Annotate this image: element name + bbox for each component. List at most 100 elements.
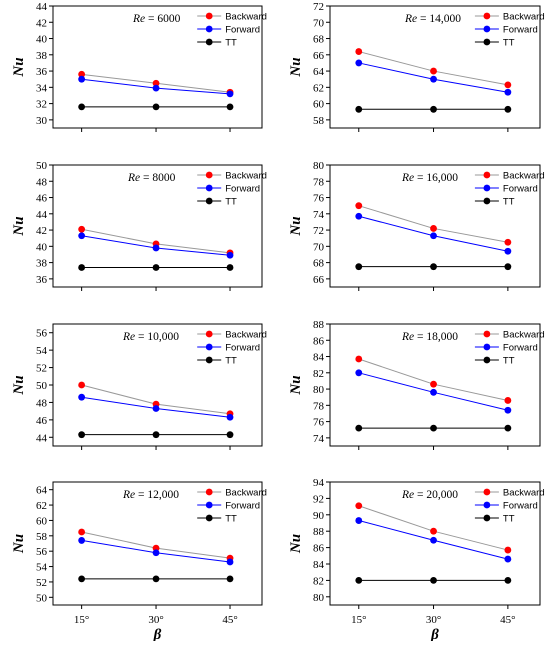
data-point-tt — [226, 264, 234, 271]
y-tick-label: 84 — [313, 352, 325, 364]
data-point-backward — [430, 225, 437, 232]
data-point-forward — [430, 388, 437, 396]
y-axis-title: Nu — [11, 216, 27, 236]
legend-marker-backward — [205, 171, 213, 179]
legend-label-tt: TT — [503, 356, 515, 367]
data-point-forward — [430, 75, 437, 83]
y-tick-label: 64 — [313, 66, 325, 78]
y-tick-label: 70 — [313, 17, 325, 29]
y-tick-label: 72 — [313, 225, 324, 237]
y-tick-label: 66 — [313, 50, 325, 62]
y-axis-title: Nu — [11, 57, 27, 77]
legend-marker-forward — [483, 184, 491, 192]
chart-panel-1: 30 32 34 36 38 40 42 44 Nu Re = 6000 Backward Forwa… — [11, 1, 267, 132]
y-tick-label: 46 — [36, 193, 48, 205]
data-point-backward — [355, 202, 363, 210]
legend-label-forward: Forward — [225, 501, 260, 512]
y-tick-label: 80 — [313, 384, 325, 396]
data-point-forward — [226, 251, 234, 259]
y-tick-label: 70 — [313, 241, 325, 253]
y-tick-label: 78 — [313, 176, 325, 188]
plot-frame — [52, 164, 263, 288]
y-tick-label: 54 — [36, 345, 48, 357]
data-point-tt — [152, 431, 160, 439]
y-tick-label: 44 — [36, 1, 48, 13]
y-tick-label: 86 — [313, 335, 325, 347]
y-tick-label: 46 — [36, 415, 48, 427]
data-point-tt — [152, 575, 160, 583]
data-point-forward — [504, 88, 512, 96]
data-point-backward — [504, 397, 512, 404]
reynolds-label: Re = 8000 — [127, 172, 176, 184]
legend-label-backward: Backward — [503, 12, 545, 23]
x-tick-label: 15° — [351, 614, 366, 626]
y-tick-label: 44 — [36, 209, 48, 221]
data-point-tt — [78, 103, 86, 111]
chart-panel-4: 66 68 70 72 74 76 78 80 Nu Re = 16,000 Backward For… — [288, 160, 545, 291]
legend-marker-tt — [483, 38, 491, 46]
data-point-tt — [226, 103, 234, 111]
y-tick-label: 50 — [36, 592, 48, 604]
legend-marker-forward — [483, 501, 491, 509]
data-point-forward — [504, 247, 512, 255]
y-axis-title: Nu — [11, 534, 27, 554]
chart-panel-3: 36 38 40 42 44 46 48 50 Nu Re = 8000 Backward Forwa… — [11, 160, 267, 291]
y-tick-label: 84 — [313, 559, 325, 571]
data-point-forward — [226, 413, 234, 421]
y-tick-label: 76 — [313, 417, 325, 429]
chart-panel-8: 80 82 84 86 88 90 92 94 15° 30° 45° β Nu Re = 20,000 B… — [288, 477, 545, 643]
data-point-tt — [355, 105, 363, 113]
y-tick-label: 62 — [313, 82, 324, 94]
data-point-forward — [152, 84, 160, 92]
plot-frame — [52, 5, 263, 129]
legend-label-tt: TT — [503, 38, 515, 49]
data-point-backward — [504, 546, 512, 554]
y-tick-label: 60 — [313, 99, 325, 111]
data-point-forward — [430, 232, 437, 240]
legend-label-backward: Backward — [225, 171, 267, 182]
y-tick-label: 94 — [313, 477, 325, 489]
legend-marker-backward — [205, 330, 213, 338]
data-point-tt — [152, 264, 160, 271]
legend-label-backward: Backward — [503, 171, 545, 182]
data-point-backward — [504, 238, 512, 246]
legend-label-forward: Forward — [503, 25, 538, 36]
y-tick-label: 56 — [36, 328, 48, 340]
data-point-tt — [355, 263, 363, 271]
data-point-forward — [152, 244, 160, 252]
plot-frame — [329, 323, 541, 447]
legend-label-forward: Forward — [503, 343, 538, 354]
y-tick-label: 58 — [313, 115, 325, 127]
legend-label-forward: Forward — [225, 184, 260, 195]
y-tick-label: 52 — [36, 363, 47, 375]
y-axis-title: Nu — [11, 375, 27, 395]
data-point-backward — [78, 225, 86, 233]
y-tick-label: 54 — [36, 562, 48, 574]
legend-label-forward: Forward — [503, 501, 538, 512]
y-tick-label: 80 — [313, 592, 325, 604]
y-tick-label: 52 — [36, 577, 47, 589]
data-point-tt — [430, 263, 437, 271]
data-point-tt — [78, 431, 86, 439]
y-tick-label: 56 — [36, 546, 48, 558]
y-tick-label: 74 — [313, 209, 325, 221]
legend-label-forward: Forward — [225, 343, 260, 354]
legend-marker-tt — [205, 38, 213, 46]
y-tick-label: 88 — [313, 526, 325, 538]
y-tick-label: 32 — [36, 99, 47, 111]
y-tick-label: 50 — [36, 380, 48, 392]
y-tick-label: 68 — [313, 258, 325, 270]
data-point-tt — [355, 424, 363, 432]
y-tick-label: 86 — [313, 543, 325, 555]
legend-label-tt: TT — [225, 197, 237, 208]
legend-marker-tt — [483, 514, 491, 522]
legend-label-tt: TT — [503, 514, 515, 525]
chart-panel-7: 50 52 54 56 58 60 62 64 15° 30° 45° β Nu Re = 12,000 B… — [11, 481, 267, 643]
data-point-forward — [78, 75, 86, 83]
data-point-tt — [430, 424, 437, 432]
data-point-forward — [355, 517, 363, 524]
y-tick-label: 36 — [36, 66, 48, 78]
x-tick-label: 45° — [500, 614, 515, 626]
y-tick-label: 42 — [36, 17, 47, 29]
